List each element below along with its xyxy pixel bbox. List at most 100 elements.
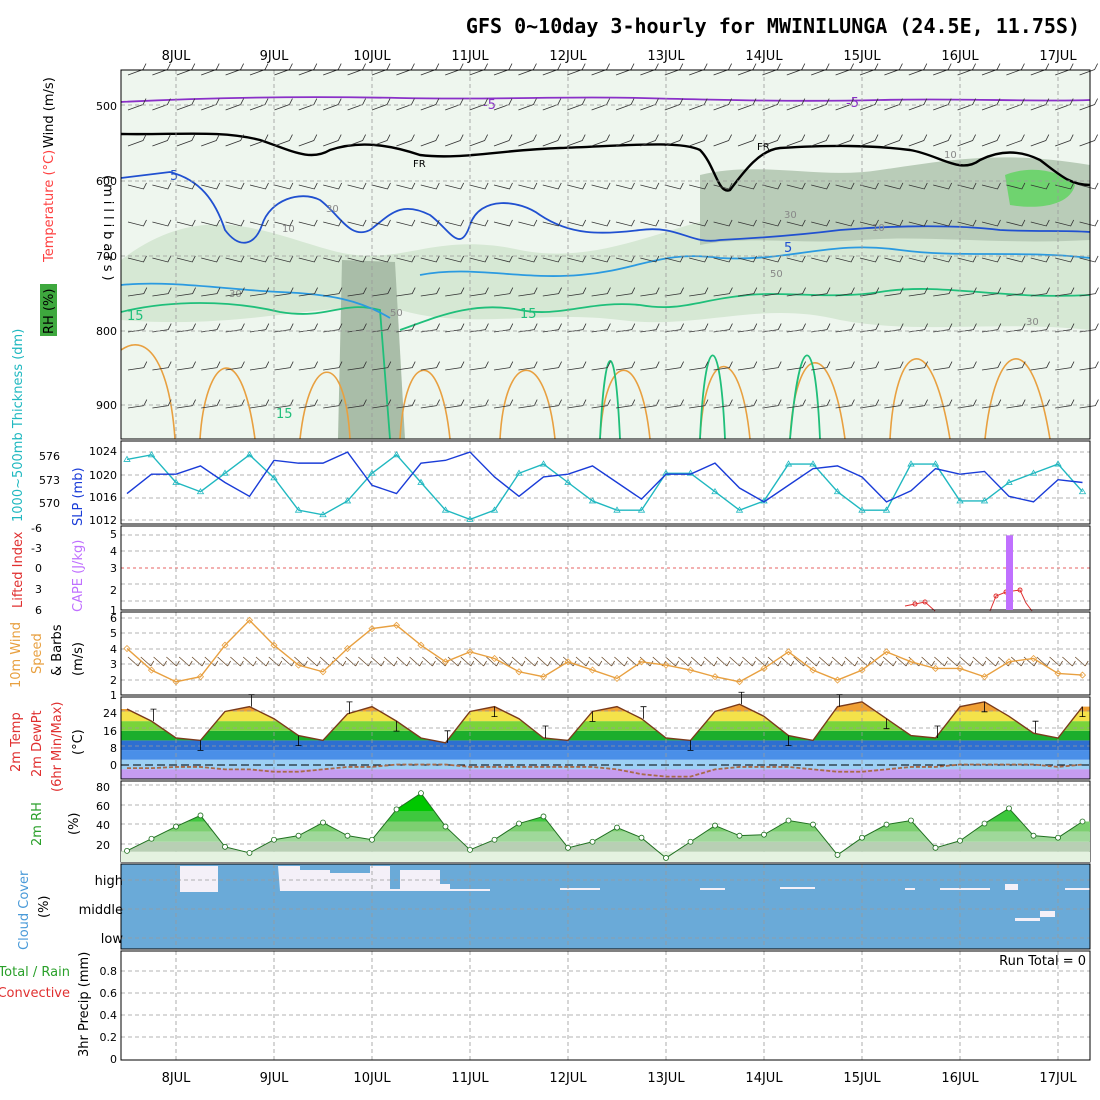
wind-barb	[786, 323, 806, 333]
wind-barb	[908, 399, 928, 409]
temp-min-bar	[589, 711, 596, 722]
wind-barb-10m	[153, 656, 167, 667]
thickness-point	[294, 506, 303, 513]
wind10-point	[882, 648, 891, 656]
rh-base-band	[121, 851, 1090, 862]
wind-barb	[127, 182, 147, 190]
wind10-point	[1029, 654, 1038, 663]
wind-barb	[371, 361, 392, 371]
wind-barb-10m	[985, 656, 999, 667]
wind-barb	[908, 134, 928, 147]
wind-barb	[225, 399, 245, 409]
wind-barb	[664, 219, 684, 227]
wind-barb	[396, 399, 416, 409]
wind-barb	[225, 182, 245, 190]
temperature-bands	[121, 701, 1090, 779]
rh2m-point	[614, 824, 620, 831]
wind-barb-10m	[1074, 656, 1089, 667]
li-point	[922, 599, 928, 605]
wind-barb	[1006, 182, 1026, 190]
date-label-bottom: 12JUL	[549, 1071, 587, 1086]
wind-barb	[274, 134, 293, 147]
wind-barb-10m	[678, 656, 692, 667]
wind-barb	[396, 182, 416, 190]
wind-barb-10m	[524, 656, 539, 667]
wind-barb	[811, 219, 831, 227]
wind10-point	[833, 676, 842, 684]
wind-barb	[567, 134, 586, 147]
slp-tick: 1016	[89, 491, 117, 504]
contour-label: 50	[770, 269, 783, 280]
wind-barb	[567, 399, 587, 409]
wind-barb	[274, 255, 294, 263]
wind-barb	[249, 98, 269, 111]
panel-frame	[120, 950, 1091, 1061]
pressure-tick: 500	[96, 100, 117, 113]
precip-tick: 0	[110, 1053, 117, 1066]
wind-barb-10m	[370, 656, 385, 667]
wind-barb	[981, 134, 1001, 147]
thickness-point	[784, 460, 793, 467]
wind-barb	[445, 255, 465, 263]
wind-barb	[640, 361, 660, 371]
rh-shading-dense	[700, 157, 1090, 245]
chart-title: GFS 0~10day 3-hourly for MWINILUNGA (24.…	[466, 14, 1080, 38]
wind-barb	[640, 255, 660, 263]
day-gridlines	[175, 70, 1059, 1060]
wind-barb	[445, 182, 465, 190]
cape-tick: 4	[110, 545, 117, 558]
rh2m-point	[246, 849, 253, 856]
wind10-point	[980, 673, 989, 681]
wind10-point	[417, 641, 425, 649]
thickness-point	[343, 497, 352, 504]
wind-barb	[689, 255, 709, 263]
temp-band	[121, 701, 1090, 712]
rh2m-point	[785, 817, 792, 824]
wind-barb	[640, 287, 660, 297]
ylabel-temp2m: 2m Temp	[9, 712, 24, 772]
wind10-point	[956, 664, 964, 673]
wind-barb	[908, 287, 928, 297]
wind-barb	[835, 323, 855, 333]
wind-barb	[176, 219, 196, 227]
wind-barb	[371, 287, 392, 297]
rh2m-point	[663, 855, 669, 861]
wind-barb-10m	[882, 656, 897, 667]
temp2m-tick: 0	[110, 759, 117, 772]
wind-barb	[298, 134, 318, 147]
wind-barb	[371, 399, 392, 409]
rh2m-point	[638, 834, 645, 841]
wind-barb	[127, 134, 147, 147]
wind-barb	[152, 399, 172, 409]
wind-barb	[811, 399, 831, 409]
wind-barb	[518, 287, 538, 297]
rh-shading-column	[338, 260, 405, 439]
thickness-point	[980, 497, 989, 504]
temp-contour-orange	[120, 344, 1051, 440]
thickness-point	[515, 469, 523, 476]
wind-barb	[420, 287, 440, 297]
thickness-point	[392, 451, 401, 458]
temp-band	[121, 740, 1090, 751]
thickness-point	[1005, 478, 1013, 485]
wind10-point	[172, 678, 180, 686]
run-total: Run Total = 0	[999, 954, 1086, 969]
wind-barb	[1030, 361, 1050, 371]
wind-barb	[298, 287, 318, 297]
wind-barb	[640, 182, 660, 190]
wind-barb	[1079, 134, 1098, 147]
wind-barb	[127, 287, 148, 297]
rh-band	[121, 841, 1090, 852]
ylabel-temp2m-unit: (°C)	[71, 729, 86, 755]
wind-barb	[884, 134, 903, 147]
thickness-point	[564, 478, 572, 485]
date-label-bottom: 11JUL	[451, 1071, 489, 1086]
wind-barb	[591, 98, 610, 111]
rh2m-point	[712, 822, 718, 829]
wind-barb	[469, 287, 489, 297]
temp2m-tick: 16	[103, 725, 117, 738]
wind-barb-10m	[959, 656, 974, 667]
wind-barb	[786, 98, 806, 111]
thickness-point	[1054, 460, 1062, 467]
wind-barb-10m	[166, 656, 180, 667]
